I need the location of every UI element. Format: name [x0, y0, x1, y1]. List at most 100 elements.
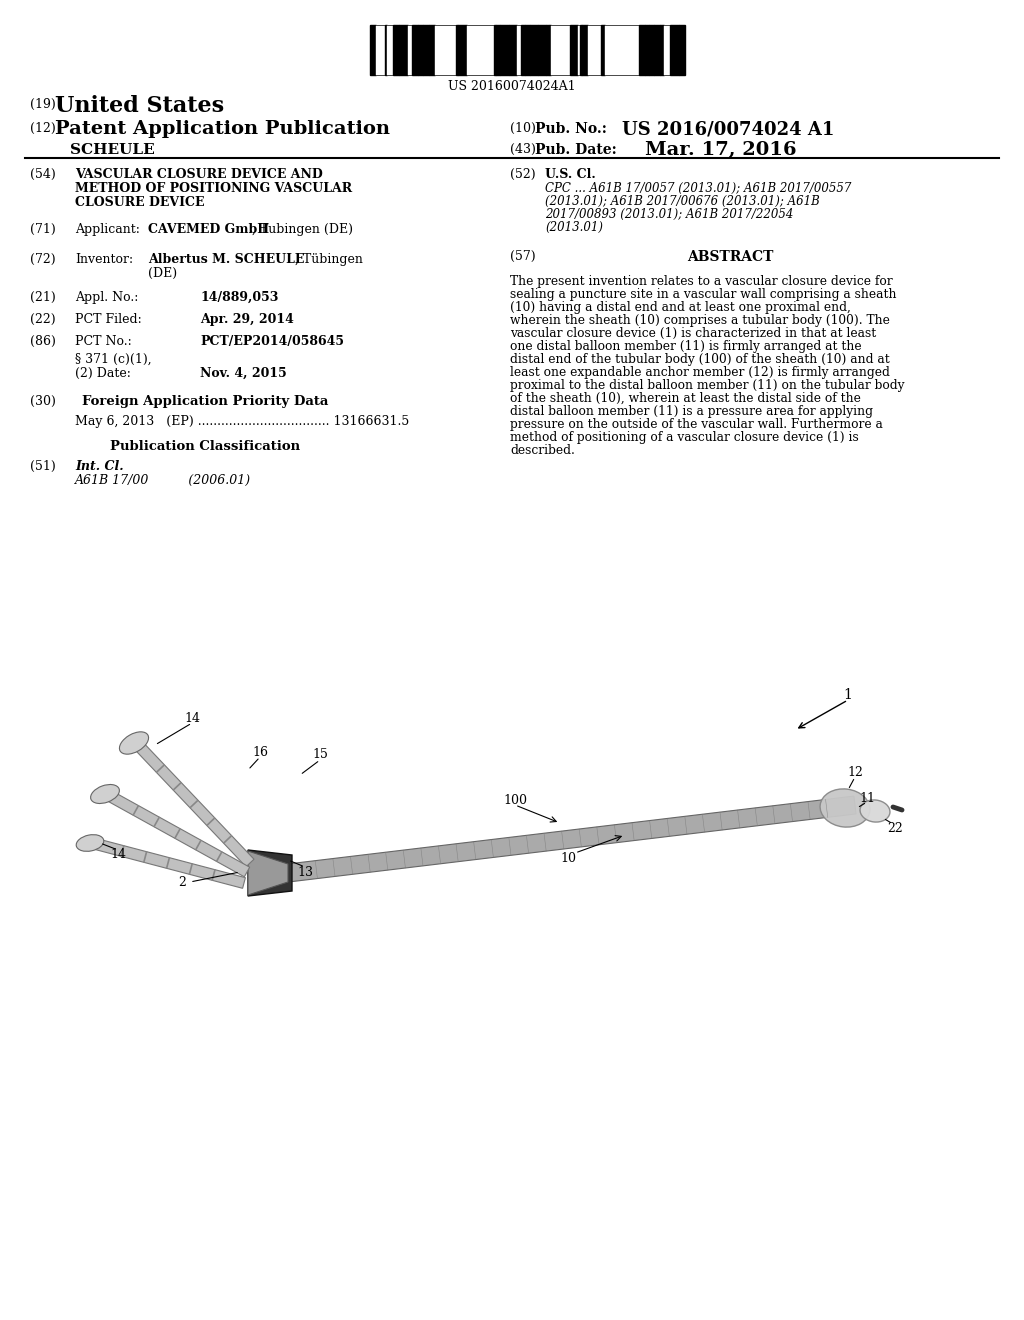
Text: CLOSURE DEVICE: CLOSURE DEVICE — [75, 195, 205, 209]
Text: Foreign Application Priority Data: Foreign Application Priority Data — [82, 395, 328, 408]
Text: Int. Cl.: Int. Cl. — [75, 459, 124, 473]
Bar — [649, 25, 653, 75]
Bar — [529, 25, 538, 75]
Bar — [410, 25, 412, 75]
Bar — [408, 25, 410, 75]
Text: least one expandable anchor member (12) is firmly arranged: least one expandable anchor member (12) … — [510, 366, 890, 379]
Text: 14: 14 — [184, 711, 200, 725]
Bar — [467, 25, 475, 75]
Bar — [429, 25, 435, 75]
Bar — [370, 25, 376, 75]
Polygon shape — [134, 742, 254, 867]
Bar — [423, 25, 429, 75]
Text: U.S. Cl.: U.S. Cl. — [545, 168, 596, 181]
Bar — [589, 25, 595, 75]
Bar — [496, 25, 500, 75]
Bar — [412, 25, 418, 75]
Text: (DE): (DE) — [148, 267, 177, 280]
Text: pressure on the outside of the vascular wall. Furthermore a: pressure on the outside of the vascular … — [510, 418, 883, 432]
Bar — [549, 25, 551, 75]
Text: CAVEMED GmbH: CAVEMED GmbH — [148, 223, 269, 236]
Bar — [370, 25, 680, 75]
Text: (2) Date:: (2) Date: — [75, 367, 131, 380]
Text: 10: 10 — [560, 851, 575, 865]
Bar — [679, 25, 685, 75]
Text: 22: 22 — [887, 821, 903, 834]
Text: (2013.01): (2013.01) — [545, 220, 603, 234]
Text: (52): (52) — [510, 168, 536, 181]
Text: distal end of the tubular body (100) of the sheath (10) and at: distal end of the tubular body (100) of … — [510, 352, 890, 366]
Text: May 6, 2013   (EP) .................................. 13166631.5: May 6, 2013 (EP) .......................… — [75, 414, 410, 428]
Bar — [653, 25, 659, 75]
Bar — [631, 25, 639, 75]
Text: 16: 16 — [252, 746, 268, 759]
Text: (19): (19) — [30, 98, 55, 111]
Text: (72): (72) — [30, 253, 55, 267]
Text: described.: described. — [510, 444, 574, 457]
Text: proximal to the distal balloon member (11) on the tubular body: proximal to the distal balloon member (1… — [510, 379, 904, 392]
Bar — [525, 25, 529, 75]
Text: wherein the sheath (10) comprises a tubular body (100). The: wherein the sheath (10) comprises a tubu… — [510, 314, 890, 327]
Text: 100: 100 — [503, 793, 527, 807]
Text: (86): (86) — [30, 335, 56, 348]
Text: one distal balloon member (11) is firmly arranged at the: one distal balloon member (11) is firmly… — [510, 341, 861, 352]
Text: Nov. 4, 2015: Nov. 4, 2015 — [200, 367, 287, 380]
Bar — [385, 25, 387, 75]
Text: METHOD OF POSITIONING VASCULAR: METHOD OF POSITIONING VASCULAR — [75, 182, 352, 195]
Ellipse shape — [860, 800, 890, 822]
Text: CPC ... A61B 17/0057 (2013.01); A61B 2017/00557: CPC ... A61B 17/0057 (2013.01); A61B 201… — [545, 182, 851, 195]
Text: 2: 2 — [178, 875, 186, 888]
Polygon shape — [248, 851, 288, 895]
Text: SCHEULE: SCHEULE — [70, 143, 155, 157]
Text: Applicant:: Applicant: — [75, 223, 140, 236]
Text: A61B 17/00          (2006.01): A61B 17/00 (2006.01) — [75, 474, 251, 487]
Bar — [659, 25, 664, 75]
Text: 2017/00893 (2013.01); A61B 2017/22054: 2017/00893 (2013.01); A61B 2017/22054 — [545, 209, 794, 220]
Text: (54): (54) — [30, 168, 55, 181]
Bar — [475, 25, 483, 75]
Polygon shape — [287, 796, 856, 882]
Text: Appl. No.:: Appl. No.: — [75, 290, 138, 304]
Bar — [547, 25, 549, 75]
Ellipse shape — [820, 789, 870, 828]
Bar — [387, 25, 393, 75]
Text: (12): (12) — [30, 121, 55, 135]
Polygon shape — [90, 838, 246, 888]
Bar — [601, 25, 605, 75]
Text: , Tübingen: , Tübingen — [295, 253, 362, 267]
Polygon shape — [105, 791, 250, 876]
Bar — [435, 25, 441, 75]
Bar — [605, 25, 613, 75]
Text: The present invention relates to a vascular closure device for: The present invention relates to a vascu… — [510, 275, 893, 288]
Polygon shape — [248, 850, 292, 896]
Bar — [559, 25, 563, 75]
Text: United States: United States — [55, 95, 224, 117]
Text: 13: 13 — [297, 866, 313, 879]
Text: ABSTRACT: ABSTRACT — [687, 249, 773, 264]
Bar — [563, 25, 567, 75]
Text: PCT No.:: PCT No.: — [75, 335, 132, 348]
Text: of the sheath (10), wherein at least the distal side of the: of the sheath (10), wherein at least the… — [510, 392, 861, 405]
Bar — [489, 25, 494, 75]
Bar — [517, 25, 521, 75]
Text: method of positioning of a vascular closure device (1) is: method of positioning of a vascular clos… — [510, 432, 859, 444]
Text: sealing a puncture site in a vascular wall comprising a sheath: sealing a puncture site in a vascular wa… — [510, 288, 896, 301]
Bar — [595, 25, 601, 75]
Text: 14: 14 — [110, 849, 126, 862]
Text: (43): (43) — [510, 143, 536, 156]
Text: Pub. Date:: Pub. Date: — [535, 143, 616, 157]
Bar — [578, 25, 580, 75]
Text: (30): (30) — [30, 395, 56, 408]
Bar — [441, 25, 447, 75]
Bar — [500, 25, 509, 75]
Bar — [582, 25, 589, 75]
Text: Inventor:: Inventor: — [75, 253, 133, 267]
Bar — [538, 25, 547, 75]
Text: 1: 1 — [844, 688, 852, 702]
Bar — [551, 25, 559, 75]
Ellipse shape — [120, 731, 148, 754]
Bar — [458, 25, 467, 75]
Bar — [664, 25, 671, 75]
Text: (57): (57) — [510, 249, 536, 263]
Text: VASCULAR CLOSURE DEVICE AND: VASCULAR CLOSURE DEVICE AND — [75, 168, 323, 181]
